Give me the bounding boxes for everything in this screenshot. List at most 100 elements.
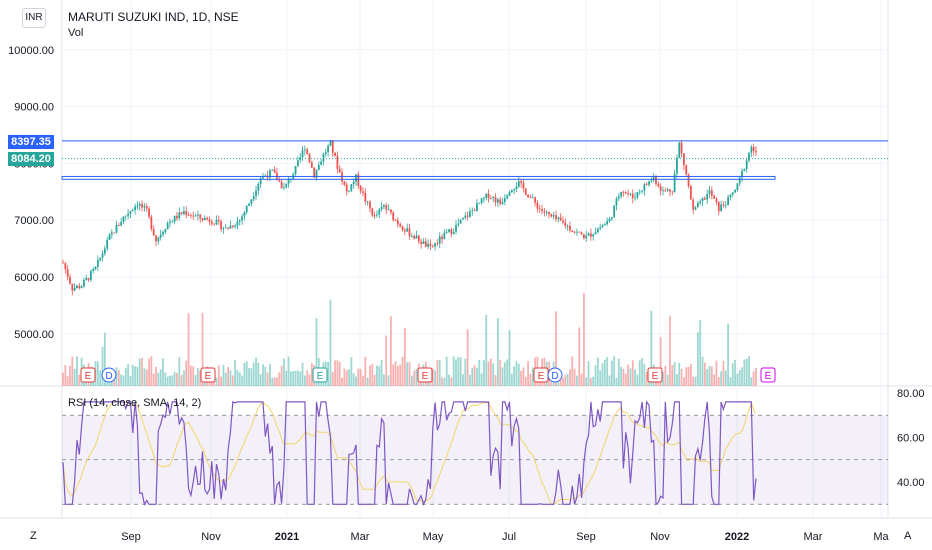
volume-bar bbox=[310, 362, 313, 386]
candle-body bbox=[483, 197, 485, 199]
candle-body bbox=[313, 167, 316, 178]
volume-bar bbox=[166, 376, 169, 386]
volume-bar bbox=[499, 359, 502, 386]
candle-body bbox=[634, 197, 636, 199]
volume-bar bbox=[157, 372, 160, 386]
volume-bar bbox=[399, 364, 402, 386]
candle-body bbox=[515, 186, 518, 190]
volume-bar bbox=[622, 368, 625, 386]
volume-bar bbox=[241, 375, 243, 386]
candle-body bbox=[738, 177, 741, 184]
volume-bar bbox=[641, 358, 643, 386]
volume-bar bbox=[176, 372, 178, 386]
volume-bar bbox=[215, 377, 218, 386]
candle-body bbox=[152, 228, 155, 236]
dividend-marker bbox=[547, 367, 563, 383]
volume-bar bbox=[438, 360, 441, 386]
time-tick-label: 2022 bbox=[725, 531, 749, 543]
candle-body bbox=[434, 243, 436, 247]
volume-bar bbox=[564, 375, 567, 386]
candle-body bbox=[755, 150, 757, 153]
volume-bar bbox=[571, 356, 574, 386]
candle-body bbox=[403, 230, 406, 232]
price-tick-label: 7000.00 bbox=[14, 215, 54, 227]
candle-body bbox=[352, 181, 355, 185]
candle-body bbox=[217, 219, 220, 222]
volume-bar bbox=[73, 368, 76, 386]
candle-body bbox=[492, 197, 495, 199]
volume-bar bbox=[745, 358, 748, 386]
volume-bar bbox=[236, 370, 239, 386]
currency-button[interactable]: INR bbox=[22, 8, 46, 28]
volume-bar bbox=[115, 367, 118, 386]
candle-body bbox=[469, 211, 471, 217]
candle-body bbox=[745, 160, 748, 170]
volume-bar bbox=[392, 364, 395, 386]
candle-body bbox=[234, 225, 236, 227]
price-tick-label: 9000.00 bbox=[14, 102, 54, 114]
candle-body bbox=[155, 235, 157, 242]
resistance-price-tag: 8397.35 bbox=[8, 135, 54, 149]
candle-body bbox=[466, 215, 469, 217]
candle-body bbox=[134, 206, 136, 211]
price-tick-label: 10000.00 bbox=[8, 45, 54, 57]
zoom-button[interactable]: Z bbox=[30, 530, 37, 542]
volume-bar bbox=[336, 360, 339, 386]
volume-bar bbox=[727, 323, 729, 386]
volume-bar bbox=[245, 361, 248, 386]
candle-body bbox=[180, 212, 183, 214]
candle-body bbox=[441, 236, 443, 240]
candle-body bbox=[601, 225, 604, 228]
candle-body bbox=[238, 220, 241, 222]
candle-body bbox=[389, 209, 392, 213]
volume-bar bbox=[743, 359, 746, 386]
volume-bar bbox=[359, 368, 362, 386]
auto-scale-button[interactable]: A bbox=[904, 530, 912, 542]
volume-bar bbox=[227, 367, 230, 386]
volume-bar bbox=[385, 335, 388, 386]
candle-body bbox=[213, 223, 216, 225]
candle-body bbox=[80, 286, 83, 289]
candle-body bbox=[83, 280, 85, 287]
candle-body bbox=[720, 204, 723, 212]
volume-bar bbox=[645, 371, 648, 386]
candle-body bbox=[620, 191, 623, 197]
volume-bar bbox=[527, 361, 530, 386]
volume-bar bbox=[120, 374, 123, 386]
candle-body bbox=[576, 231, 578, 233]
candle-body bbox=[194, 215, 197, 217]
event-marker-label: D bbox=[105, 371, 112, 382]
volume-bar bbox=[194, 374, 197, 386]
volume-bar bbox=[145, 369, 148, 386]
time-tick-label: Sep bbox=[576, 531, 596, 543]
volume-bar bbox=[183, 370, 185, 386]
volume-bar bbox=[259, 374, 262, 386]
volume-bar bbox=[748, 356, 750, 386]
volume-bar bbox=[222, 364, 225, 386]
volume-bar bbox=[434, 370, 436, 386]
candle-body bbox=[513, 189, 516, 191]
volume-bar bbox=[231, 375, 234, 386]
candle-body bbox=[271, 169, 274, 171]
volume-bar bbox=[650, 310, 653, 386]
volume-bar bbox=[383, 374, 385, 386]
candle-body bbox=[538, 208, 541, 210]
volume-bar bbox=[396, 366, 399, 386]
volume-bar bbox=[327, 362, 330, 386]
candle-body bbox=[445, 231, 448, 233]
volume-bar bbox=[389, 316, 392, 386]
volume-bar bbox=[138, 358, 141, 386]
volume-bar bbox=[250, 368, 253, 386]
candle-body bbox=[645, 184, 648, 185]
candle-body bbox=[299, 157, 302, 161]
volume-bar bbox=[394, 361, 397, 386]
candle-body bbox=[641, 190, 643, 192]
volume-bar bbox=[410, 375, 413, 386]
volume-bar bbox=[510, 373, 513, 386]
candle-body bbox=[710, 190, 713, 196]
volume-bar bbox=[738, 370, 741, 386]
candle-body bbox=[245, 205, 248, 213]
event-marker-label: E bbox=[422, 371, 429, 382]
